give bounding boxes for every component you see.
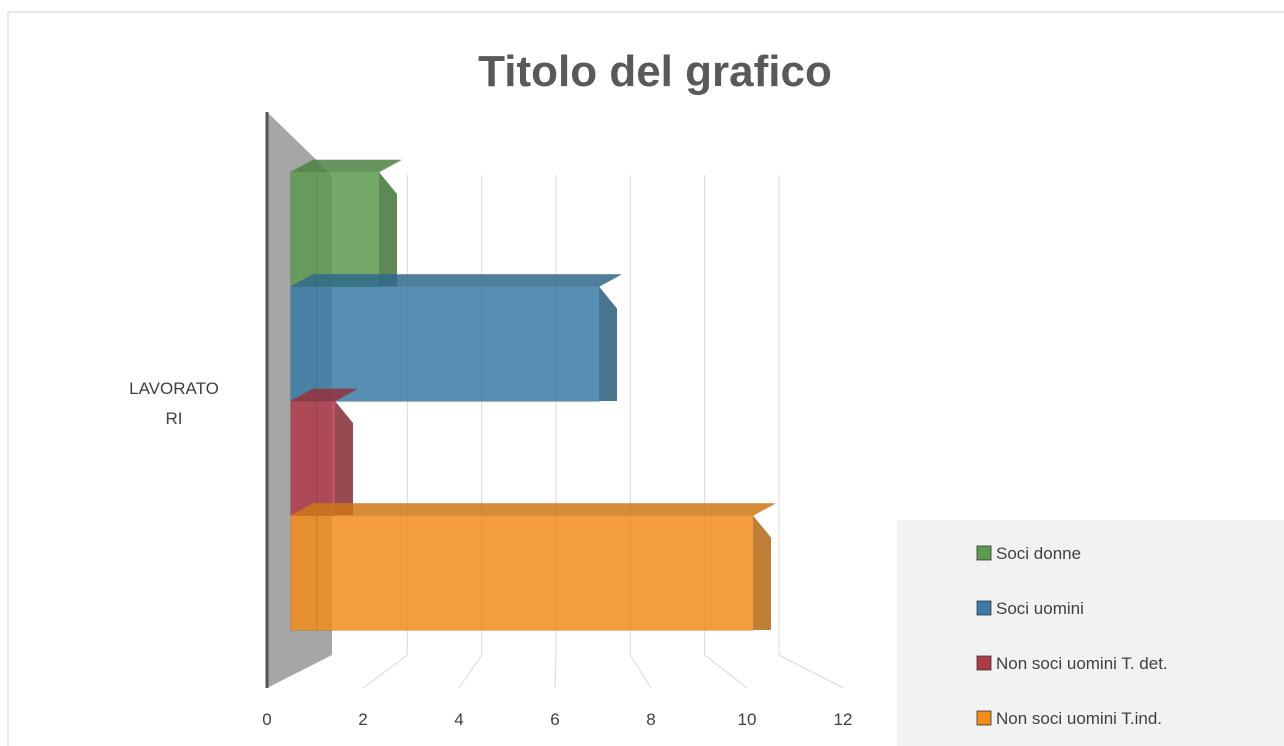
floor-grid-line: [704, 654, 748, 689]
bar-face: [379, 172, 397, 287]
floor-grid-line: [778, 654, 844, 689]
x-tick-label: 12: [834, 710, 853, 729]
legend-swatch: [976, 710, 992, 726]
floor-grid-line: [629, 654, 652, 689]
floor-grid-line: [362, 654, 408, 689]
x-tick-label: 4: [454, 710, 463, 729]
bar-face: [291, 401, 335, 516]
bar: [290, 274, 622, 402]
bar-face: [291, 172, 379, 287]
legend-swatch: [976, 545, 992, 561]
floor-grid-line: [554, 654, 557, 689]
bar-face: [599, 286, 617, 401]
legend-swatch: [976, 600, 992, 616]
floor-grid-line: [458, 654, 483, 689]
chart-title: Titolo del grafico: [478, 47, 832, 96]
legend-label: Non soci uomini T. det.: [996, 654, 1168, 673]
bar-face: [290, 274, 622, 287]
category-label: LAVORATORI: [129, 379, 219, 428]
bar: [290, 159, 402, 287]
bar-face: [335, 401, 353, 516]
legend-label: Soci uomini: [996, 599, 1084, 618]
legend-label: Non soci uomini T.ind.: [996, 709, 1162, 728]
x-tick-label: 6: [550, 710, 559, 729]
x-tick-label: 2: [358, 710, 367, 729]
bar: [290, 388, 358, 516]
bar-face: [291, 515, 753, 630]
bar-face: [290, 503, 776, 516]
legend-swatch: [976, 655, 992, 671]
bar-face: [753, 515, 771, 630]
bar: [290, 503, 776, 631]
x-tick-label: 0: [262, 710, 271, 729]
legend-box: [897, 520, 1284, 746]
x-tick-label: 10: [738, 710, 757, 729]
x-tick-label: 8: [646, 710, 655, 729]
legend-label: Soci donne: [996, 544, 1081, 563]
bar-face: [291, 286, 599, 401]
